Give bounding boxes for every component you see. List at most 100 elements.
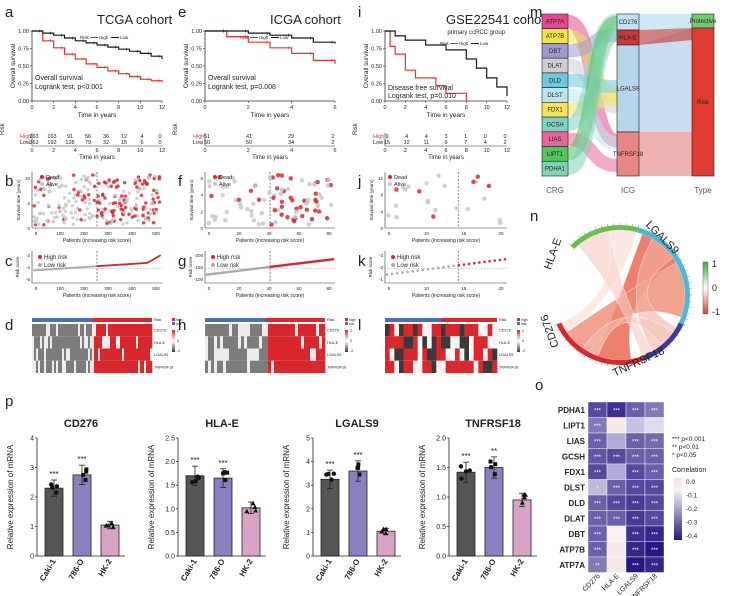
heatmap-cell bbox=[417, 360, 423, 373]
alive-point bbox=[150, 193, 155, 197]
legend-low-risk: Low risk bbox=[397, 263, 420, 269]
heatmap-cell bbox=[104, 348, 107, 361]
heatmap-cell bbox=[422, 324, 428, 337]
data-point bbox=[223, 478, 228, 483]
heatmap-cell bbox=[56, 348, 59, 361]
y-tick-label: 0.50 bbox=[191, 64, 202, 70]
chord-tick bbox=[643, 227, 645, 230]
alive-point bbox=[83, 212, 87, 217]
bar-y-label: Relative expression of mRNA bbox=[6, 444, 15, 549]
alive-point bbox=[61, 213, 65, 218]
heatmap-cell bbox=[38, 360, 41, 373]
score-y-tick: -100 bbox=[194, 277, 204, 282]
alive-point bbox=[259, 210, 265, 216]
low-risk-point bbox=[390, 272, 394, 276]
heatmap-cell bbox=[84, 348, 87, 361]
dead-point bbox=[111, 213, 116, 218]
significance-legend: *** p<0.001 bbox=[672, 436, 705, 443]
cell-stars: *** bbox=[651, 470, 659, 476]
risk-table-label: Risk bbox=[173, 122, 179, 135]
heatmap-cell bbox=[487, 348, 493, 361]
heatmap-cell bbox=[265, 324, 269, 337]
legend-title: Risk bbox=[440, 41, 449, 46]
heatmap-cell bbox=[108, 324, 111, 337]
legend-high-swatch bbox=[172, 318, 175, 321]
heatmap-cell bbox=[50, 360, 53, 373]
heatmap-cell bbox=[36, 360, 39, 373]
correlation-cell bbox=[606, 463, 627, 480]
alive-point bbox=[37, 211, 42, 216]
heatmap-cell bbox=[96, 360, 99, 373]
y-tick-label: 0.50 bbox=[18, 64, 29, 70]
significance-stars: *** bbox=[325, 460, 334, 469]
heatmap-cell bbox=[238, 336, 242, 349]
heatmap-cell bbox=[235, 324, 239, 337]
dead-point bbox=[83, 196, 87, 200]
risk-x-tick: 6 bbox=[95, 148, 98, 154]
dead-point bbox=[146, 216, 151, 220]
chord-arc bbox=[556, 322, 644, 365]
heatmap-cell bbox=[469, 348, 474, 361]
bar-category-label: HK-2 bbox=[97, 557, 114, 578]
chord-tick bbox=[683, 324, 686, 326]
heatmap-row-lipt1: LIPT1 bbox=[563, 421, 585, 430]
heatmap-cell bbox=[56, 360, 59, 373]
heatmap-cell bbox=[36, 336, 39, 349]
chord-tick bbox=[687, 276, 690, 278]
x-tick-label: 0 bbox=[383, 105, 386, 111]
colorbar-tick: 0 bbox=[350, 339, 352, 343]
alive-point bbox=[406, 184, 411, 189]
dead-point bbox=[151, 197, 155, 201]
alive-point bbox=[319, 195, 324, 200]
alive-point bbox=[84, 177, 88, 181]
heatmap-cell bbox=[259, 360, 263, 373]
heatmap-cell bbox=[469, 360, 474, 373]
heatmap-cell bbox=[96, 348, 99, 361]
dead-point bbox=[139, 193, 144, 198]
low-risk-point bbox=[385, 273, 389, 276]
low-risk-point bbox=[442, 265, 445, 269]
correlation-cell bbox=[606, 525, 627, 542]
heatmap-cell bbox=[120, 360, 123, 373]
risk-count-high: 29 bbox=[288, 134, 294, 140]
heatmap-cell bbox=[72, 336, 75, 349]
alive-point bbox=[256, 222, 261, 227]
chord-tick bbox=[568, 344, 571, 347]
heatmap-cell bbox=[229, 324, 233, 337]
alive-point bbox=[107, 201, 112, 206]
risk-x-tick: 0 bbox=[203, 148, 206, 154]
heatmap-cell bbox=[94, 336, 97, 349]
risk-count-low: 4 bbox=[484, 140, 487, 146]
heatmap-cell bbox=[62, 360, 65, 373]
risk-count-low: 15 bbox=[121, 140, 127, 146]
alive-point bbox=[133, 178, 138, 182]
heatmap-cell bbox=[455, 348, 460, 361]
alive-point bbox=[292, 214, 298, 220]
alive-point bbox=[238, 205, 244, 210]
score-y-label: Risk score bbox=[15, 256, 20, 278]
chord-tick bbox=[669, 243, 672, 246]
risk-count-low: 7 bbox=[464, 140, 467, 146]
heatmap-cell bbox=[223, 360, 227, 373]
heatmap-cell bbox=[100, 360, 103, 373]
panel-letter-a: a bbox=[5, 4, 14, 21]
legend-alive-dot bbox=[388, 182, 392, 186]
heatmap-cell bbox=[487, 324, 493, 337]
legend-alive: Alive bbox=[219, 182, 231, 188]
heatmap-cell bbox=[316, 336, 320, 349]
bar-y-tick-label: 3 bbox=[306, 483, 310, 490]
heatmap-cell bbox=[38, 324, 41, 337]
legend-title: Risk bbox=[240, 35, 249, 40]
alive-point bbox=[87, 179, 91, 184]
heatmap-cell bbox=[68, 348, 71, 361]
bar-category-label: HK-2 bbox=[238, 557, 255, 578]
risk-table-label: Risk bbox=[353, 122, 359, 135]
score-x-tick: 15 bbox=[461, 286, 467, 291]
scatter-x-tick: 20 bbox=[498, 231, 504, 236]
dead-point bbox=[119, 203, 123, 208]
dead-point bbox=[115, 178, 119, 182]
heatmap-cell bbox=[132, 360, 135, 373]
bar-category-label: 786-O bbox=[343, 558, 362, 582]
heatmap-cell bbox=[136, 336, 139, 349]
score-y-tick: -1 bbox=[379, 277, 383, 282]
